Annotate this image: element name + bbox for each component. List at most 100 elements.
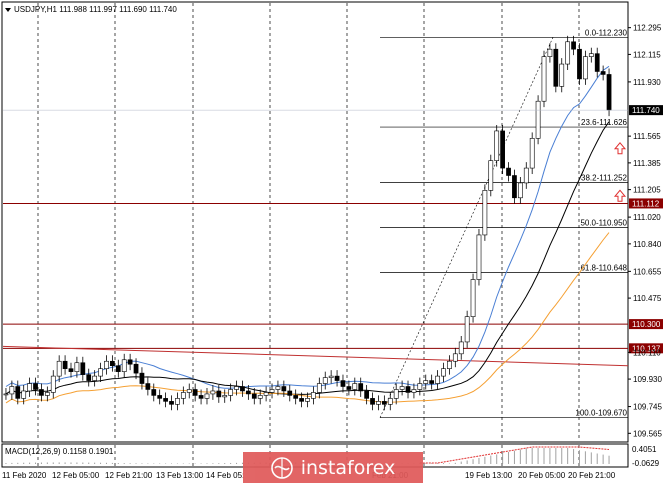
candle-body	[192, 389, 198, 396]
time-axis-label: 12 Feb 05:00	[52, 471, 100, 480]
price-tick-label: 110.475	[633, 294, 662, 303]
candle-body	[127, 359, 133, 365]
candle-body	[115, 365, 121, 372]
price-tick-label: 110.655	[633, 267, 662, 276]
instaforex-watermark: instaforex	[243, 452, 423, 483]
candle-body	[68, 368, 74, 372]
candle-body	[435, 375, 440, 384]
candle-body	[328, 375, 334, 378]
current-price-label: 111.740	[632, 106, 660, 115]
candle-body	[246, 390, 251, 395]
candle-body	[3, 393, 9, 396]
candle-body	[500, 130, 505, 169]
candle-body	[240, 386, 245, 392]
horizontal-levels: 111.112 110.300 110.137	[2, 198, 663, 367]
candle-body	[186, 389, 192, 393]
candle-body	[517, 182, 523, 199]
candle-body	[257, 395, 263, 399]
candle-body	[512, 175, 517, 199]
time-axis-label: 13 Feb 13:00	[156, 471, 204, 480]
candle-body	[145, 383, 151, 390]
candle-body	[311, 392, 316, 399]
price-tick-label: 109.565	[633, 429, 662, 438]
candle-body	[39, 389, 44, 396]
candle-body	[535, 100, 541, 139]
fib-level-label: 61.8-110.648	[580, 263, 627, 272]
candle-body	[470, 279, 476, 317]
price-tick-label: 112.295	[633, 24, 662, 33]
time-axis-label: 20 Feb 05:00	[518, 471, 566, 480]
fib-trend-line	[379, 37, 554, 418]
candle-body	[151, 389, 157, 396]
candle-body	[441, 368, 446, 377]
candle-body	[423, 380, 429, 384]
candle-body	[606, 74, 612, 111]
candle-body	[588, 53, 594, 57]
candle-body	[204, 393, 210, 399]
candle-body	[163, 398, 168, 402]
macd-signal-line	[419, 446, 610, 464]
candle-body	[399, 386, 405, 390]
macd-histogram	[5, 446, 610, 464]
candle-body	[157, 395, 163, 399]
candlesticks	[3, 35, 612, 411]
candle-body	[559, 63, 565, 87]
up-arrow-icon	[613, 189, 627, 202]
candle-body	[27, 383, 32, 392]
price-axis: 112.295 112.115 111.930 111.565 111.385 111.2…	[3, 24, 663, 438]
macd-label: MACD(12,26,9) 0.1158 0.1901	[5, 447, 114, 456]
candle-body	[263, 392, 269, 396]
instaforex-logo-icon	[270, 456, 293, 479]
candle-body	[293, 395, 299, 399]
candle-body	[121, 359, 127, 372]
candle-body	[251, 393, 257, 399]
candle-body	[305, 398, 310, 402]
level-price-label: 110.137	[632, 344, 661, 353]
price-tick-label: 111.020	[633, 213, 661, 222]
up-arrow-icon	[613, 141, 627, 155]
candle-body	[98, 368, 103, 377]
signal-arrows	[613, 141, 627, 202]
price-tick-label: 111.205	[633, 186, 661, 195]
candle-body	[334, 375, 340, 381]
time-axis-label: 11 Feb 2020	[2, 471, 47, 480]
candle-body	[405, 386, 411, 393]
candle-body	[340, 380, 346, 387]
fib-level-label: 100.0-109.670	[575, 409, 627, 418]
candle-body	[476, 234, 482, 280]
price-tick-label: 110.110	[633, 348, 661, 357]
candle-body	[21, 390, 27, 399]
candle-body	[169, 401, 174, 405]
macd-scale-bottom: -0.0629	[632, 459, 660, 468]
candle-body	[62, 360, 68, 369]
candle-body	[222, 395, 228, 398]
candle-body	[506, 167, 511, 176]
candle-body	[600, 71, 606, 75]
level-price-tag	[629, 319, 663, 330]
candle-body	[488, 160, 494, 191]
candle-body	[494, 130, 500, 161]
level-price-tag	[629, 343, 663, 354]
candle-body	[529, 138, 535, 169]
candle-body	[370, 398, 375, 405]
candle-body	[594, 53, 600, 72]
triangle-down-icon[interactable]	[5, 8, 11, 12]
candle-body	[269, 389, 275, 393]
macd-scale-top: 0.4051	[632, 445, 657, 454]
current-price-tag	[629, 105, 663, 116]
candle-body	[316, 383, 322, 393]
candle-body	[44, 392, 50, 396]
candle-body	[33, 383, 38, 390]
price-tick-label: 109.930	[633, 375, 662, 384]
candle-body	[523, 167, 529, 184]
candle-body	[50, 375, 56, 393]
candle-body	[74, 362, 80, 372]
candle-body	[210, 390, 216, 395]
candle-body	[175, 398, 180, 405]
candle-body	[216, 390, 222, 398]
candle-body	[228, 389, 234, 396]
candle-body	[364, 390, 369, 399]
fib-level-label: 38.2-111.252	[581, 174, 628, 183]
candle-body	[482, 190, 488, 236]
